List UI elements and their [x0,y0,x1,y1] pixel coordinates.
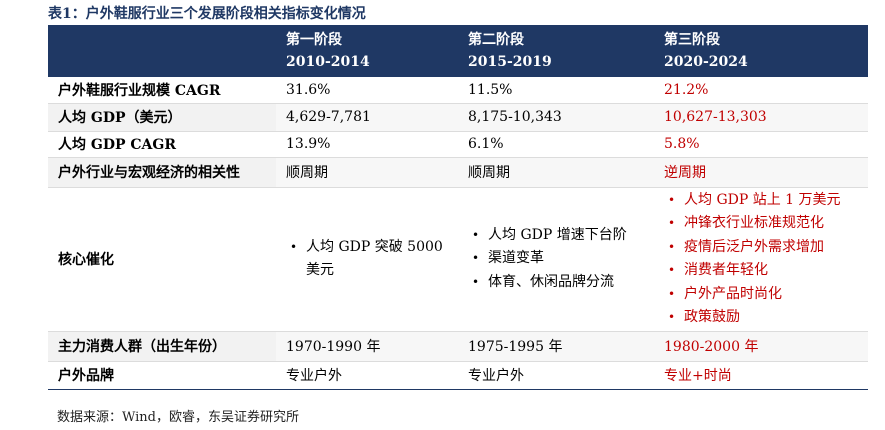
cell-stage-2: 1975-1995 年 [458,331,654,362]
list-item-text: 人均 GDP 站上 1 万美元 [684,191,841,208]
cell-stage-3: • 人均 GDP 站上 1 万美元 • 冲锋衣行业标准规范化 • 疫情后泛户外需求增加… [654,187,868,332]
list-item: • 人均 GDP 站上 1 万美元 [664,189,868,213]
table-row-gdp-cagr: 人均 GDP CAGR 13.9% 6.1% 5.8% [48,131,868,158]
row-label: 户外行业与宏观经济的相关性 [48,157,276,188]
cell-stage-2: 6.1% [458,131,654,158]
cell-stage-2: 8,175-10,343 [458,103,654,132]
table-row-consumers: 主力消费人群（出生年份） 1970-1990 年 1975-1995 年 198… [48,331,868,362]
table-row-correlation: 户外行业与宏观经济的相关性 顺周期 顺周期 逆周期 [48,157,868,188]
cell-stage-1: 31.6% [276,77,458,104]
list-item: • 人均 GDP 突破 5000 美元 [286,236,458,283]
bullet-icon: • [668,263,676,277]
cell-stage-3: 1980-2000 年 [654,331,868,362]
bullet-icon: • [472,227,480,242]
table-row-catalyst: 核心催化 • 人均 GDP 突破 5000 美元 • 人均 GDP 增速下台阶 • 渠… [48,187,868,332]
cell-stage-1: 4,629-7,781 [276,103,458,132]
bullet-icon: • [668,239,676,254]
row-label: 人均 GDP（美元） [48,103,276,132]
stage-1-period: 2010-2014 [286,54,370,70]
header-corner [48,25,276,77]
cell-stage-3: 专业+时尚 [654,361,868,390]
bullet-icon: • [668,286,676,301]
cell-stage-2: 顺周期 [458,157,654,188]
catalyst-list-stage-3: • 人均 GDP 站上 1 万美元 • 冲锋衣行业标准规范化 • 疫情后泛户外需求增加… [664,189,868,330]
list-item-text: 政策鼓励 [684,309,740,325]
data-source-note: 数据来源：Wind，欧睿，东吴证券研究所 [57,410,299,425]
stage-2-period: 2015-2019 [468,54,552,70]
row-label: 户外鞋服行业规模 CAGR [48,77,276,104]
bullet-icon: • [668,310,676,324]
bullet-icon: • [668,216,676,230]
list-item: • 体育、休闲品牌分流 [468,271,654,295]
header-stage-1: 第一阶段 2010-2014 [276,25,458,77]
list-item-text: 渠道变革 [488,250,544,267]
list-item-text: 疫情后泛户外需求增加 [684,238,824,255]
bullet-icon: • [290,239,298,254]
list-item: • 人均 GDP 增速下台阶 [468,224,654,248]
list-item-text: 消费者年轻化 [684,262,768,278]
list-item-text: 人均 GDP 增速下台阶 [488,226,627,243]
row-label: 户外品牌 [48,361,276,390]
table-title: 表1：户外鞋服行业三个发展阶段相关指标变化情况 [48,6,366,22]
table-row-brands: 户外品牌 专业户外 专业户外 专业+时尚 [48,361,868,390]
catalyst-list-stage-1: • 人均 GDP 突破 5000 美元 [286,236,458,283]
stage-1-name: 第一阶段 [286,32,342,48]
stage-2-name: 第二阶段 [468,32,524,48]
cell-stage-2: 专业户外 [458,361,654,390]
stage-3-name: 第三阶段 [664,32,720,48]
list-item: • 冲锋衣行业标准规范化 [664,212,868,236]
list-item-text: 户外产品时尚化 [684,285,782,302]
row-label: 核心催化 [48,187,276,332]
header-stage-2: 第二阶段 2015-2019 [458,25,654,77]
stage-3-period: 2020-2024 [664,54,748,70]
list-item: • 消费者年轻化 [664,259,868,283]
stage-comparison-table: 第一阶段 2010-2014 第二阶段 2015-2019 第三阶段 2020-… [48,25,868,390]
bullet-icon: • [472,274,480,289]
bullet-icon: • [472,251,480,266]
cell-stage-1: 1970-1990 年 [276,331,458,362]
row-label: 主力消费人群（出生年份） [48,331,276,362]
list-item: • 疫情后泛户外需求增加 [664,236,868,260]
table-row-cagr: 户外鞋服行业规模 CAGR 31.6% 11.5% 21.2% [48,77,868,104]
list-item-text: 人均 GDP 突破 5000 美元 [306,238,443,279]
cell-stage-1: • 人均 GDP 突破 5000 美元 [276,187,458,332]
cell-stage-1: 专业户外 [276,361,458,390]
list-item: • 政策鼓励 [664,306,868,330]
list-item-text: 体育、休闲品牌分流 [488,273,614,290]
row-label: 人均 GDP CAGR [48,131,276,158]
cell-stage-1: 顺周期 [276,157,458,188]
header-stage-3: 第三阶段 2020-2024 [654,25,868,77]
list-item: • 渠道变革 [468,247,654,271]
cell-stage-1: 13.9% [276,131,458,158]
catalyst-list-stage-2: • 人均 GDP 增速下台阶 • 渠道变革 • 体育、休闲品牌分流 [468,224,654,295]
list-item: • 户外产品时尚化 [664,283,868,307]
header-row: 第一阶段 2010-2014 第二阶段 2015-2019 第三阶段 2020-… [48,25,868,77]
cell-stage-2: 11.5% [458,77,654,104]
bullet-icon: • [668,192,676,207]
cell-stage-3: 21.2% [654,77,868,104]
cell-stage-3: 10,627-13,303 [654,103,868,132]
cell-stage-3: 逆周期 [654,157,868,188]
list-item-text: 冲锋衣行业标准规范化 [684,215,824,231]
cell-stage-3: 5.8% [654,131,868,158]
table-row-gdp-per-capita: 人均 GDP（美元） 4,629-7,781 8,175-10,343 10,6… [48,103,868,132]
cell-stage-2: • 人均 GDP 增速下台阶 • 渠道变革 • 体育、休闲品牌分流 [458,187,654,332]
